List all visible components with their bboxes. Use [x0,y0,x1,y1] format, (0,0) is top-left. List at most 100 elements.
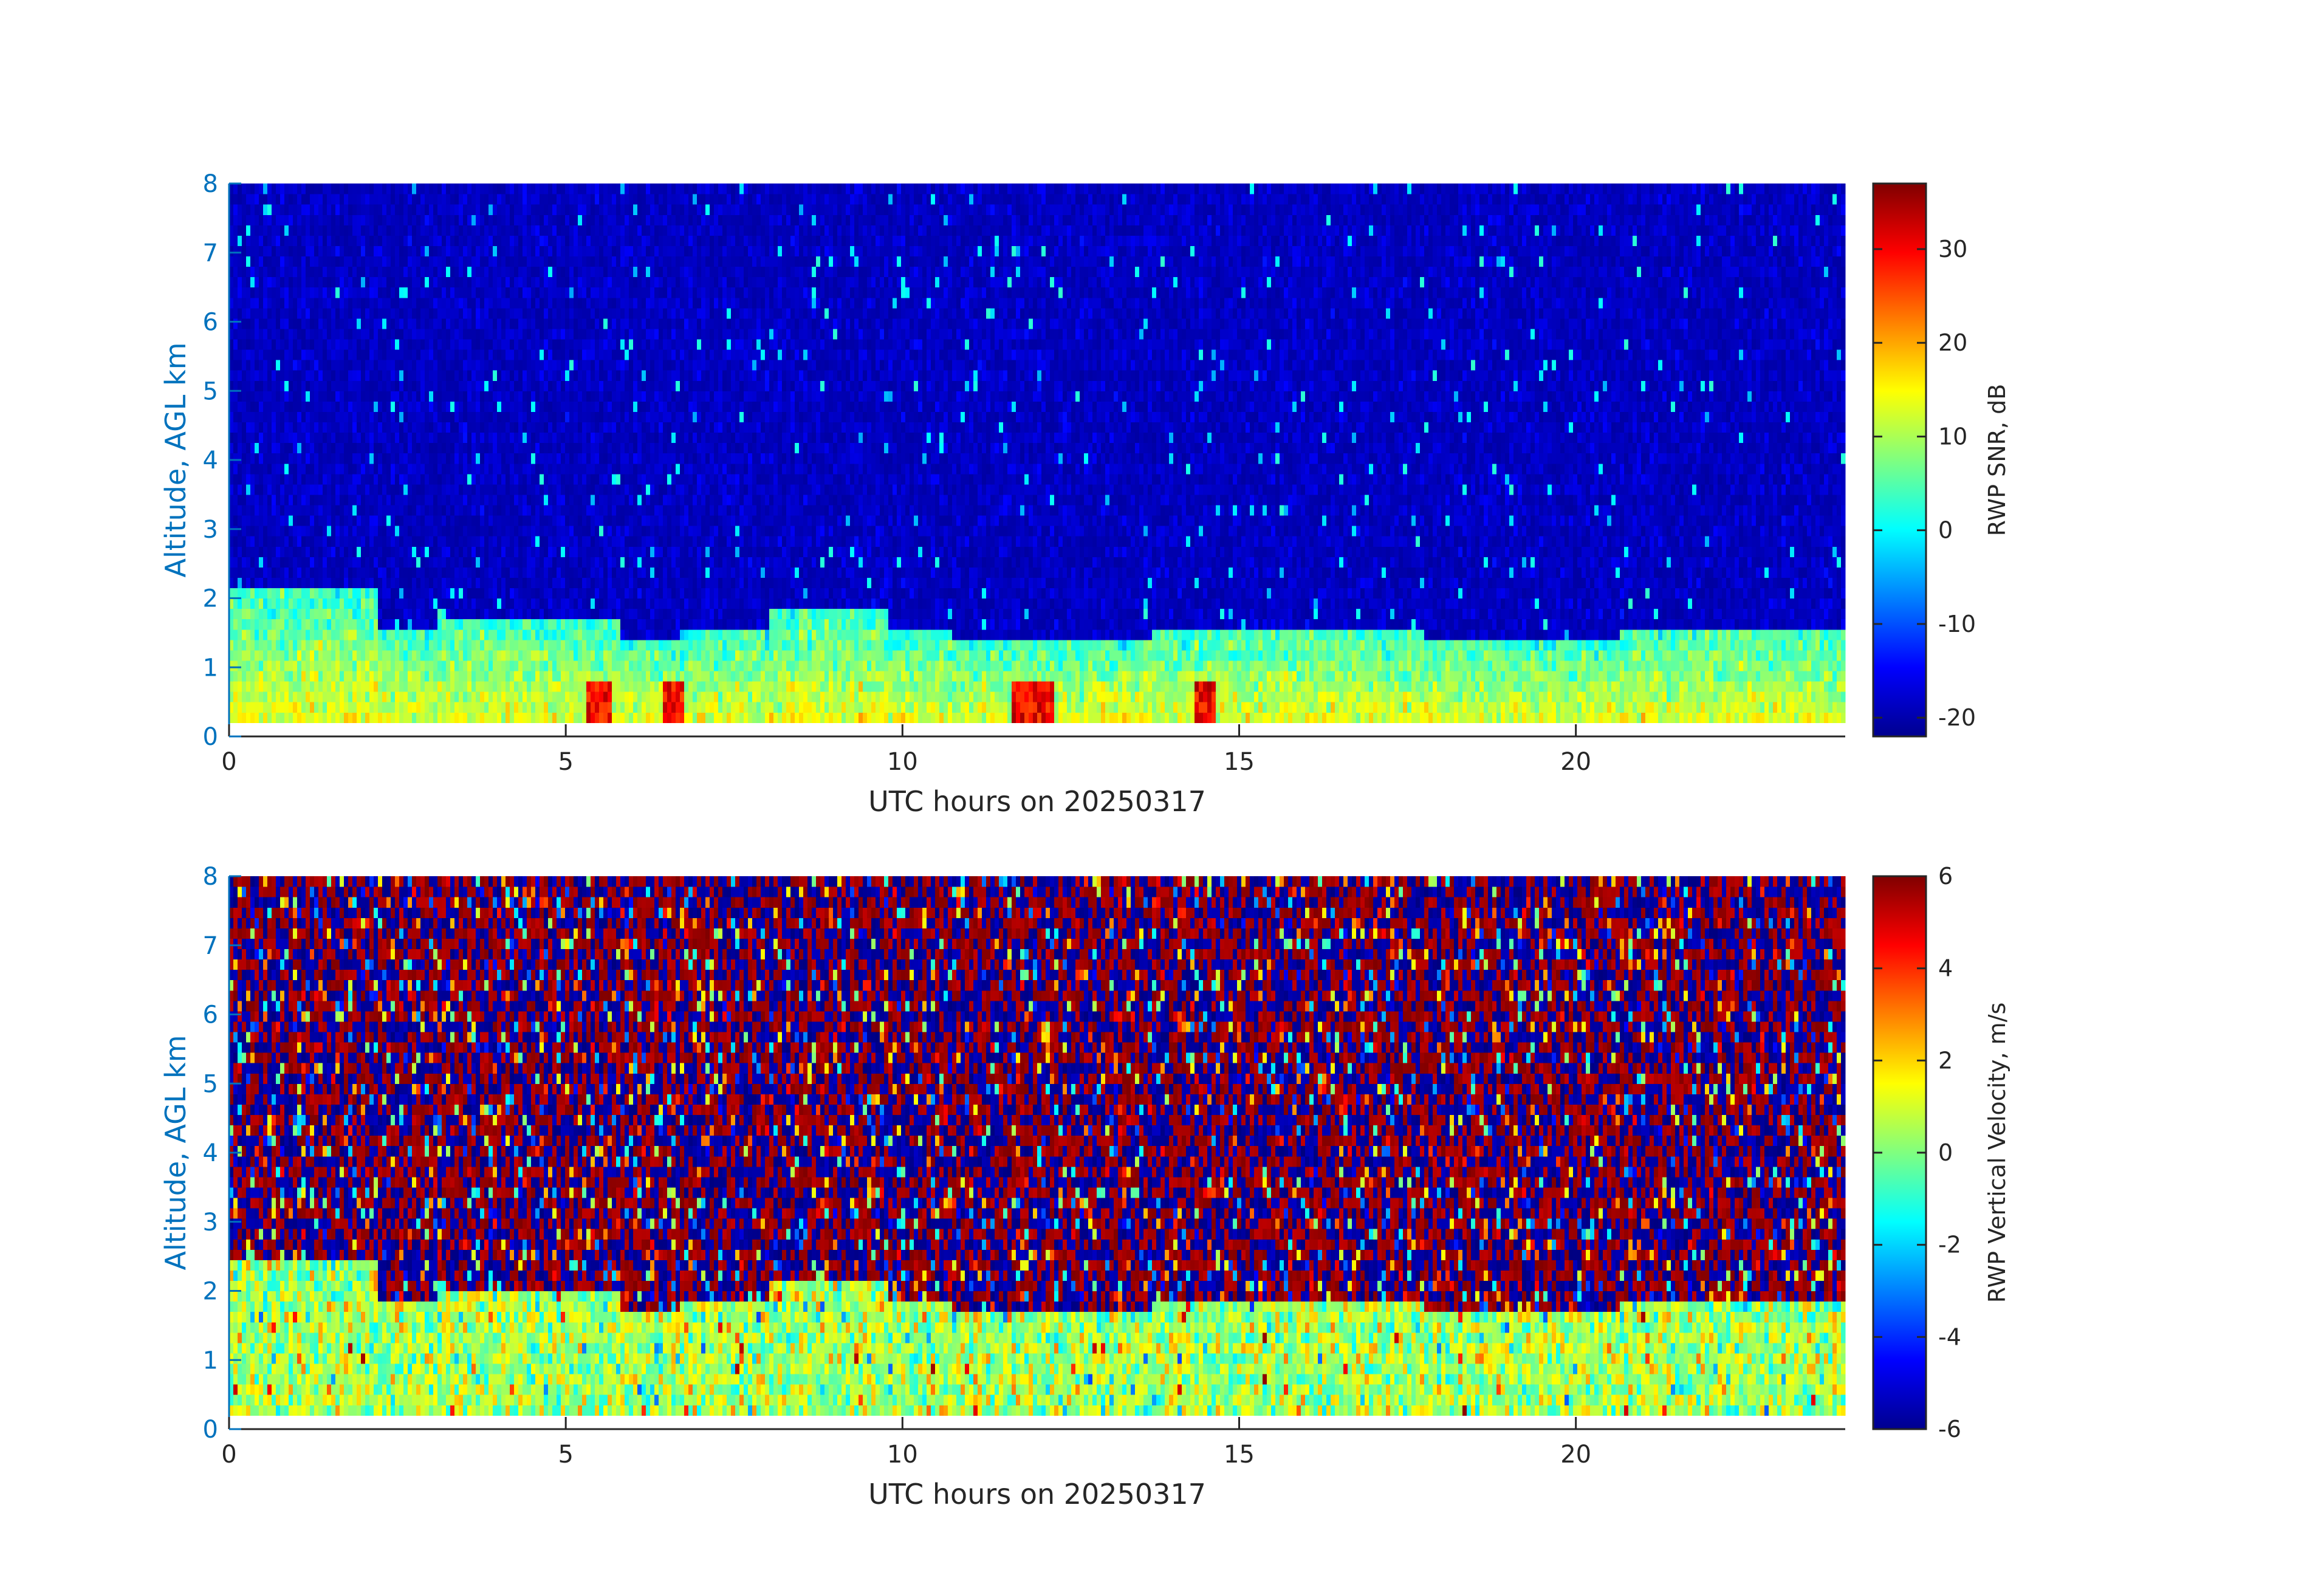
heatmap-cell [348,691,353,702]
heatmap-cell [344,505,349,516]
heatmap-cell [255,464,259,475]
heatmap-cell [289,370,293,381]
heatmap-cell [289,712,293,723]
heatmap-cell [233,360,238,371]
heatmap-cell [233,515,238,526]
heatmap-cell [242,235,247,246]
heatmap-cell [365,370,370,381]
heatmap-cell [289,380,293,391]
heatmap-cell [255,349,259,360]
heatmap-cell [340,391,344,402]
heatmap-cell [335,214,340,225]
heatmap-cell [255,411,259,422]
heatmap-cell [246,214,251,225]
heatmap-cell [314,495,319,506]
heatmap-cell [297,256,302,267]
heatmap-cell [242,256,247,267]
heatmap-cell [361,298,366,309]
heatmap-cell [327,277,332,288]
heatmap-cell [340,349,344,360]
heatmap-cell [263,660,268,671]
heatmap-cell [306,599,310,609]
heatmap-cell [357,214,362,225]
heatmap-cell [352,339,357,350]
heatmap-cell [272,557,276,568]
heatmap-cell [340,287,344,298]
heatmap-cell [310,245,315,256]
heatmap-cell [280,619,285,630]
heatmap-cell [357,557,362,568]
heatmap-cell [259,443,264,454]
heatmap-cell [323,557,327,568]
heatmap-cell [246,370,251,381]
heatmap-cell [297,443,302,454]
heatmap-cell [293,204,298,215]
heatmap-cell [263,277,268,288]
heatmap-cell [272,443,276,454]
heatmap-cell [369,557,374,568]
heatmap-cell [238,349,242,360]
heatmap-cell [314,422,319,433]
heatmap-cell [255,225,259,236]
heatmap-cell [233,671,238,682]
heatmap-cell [331,411,336,422]
heatmap-cell [310,557,315,568]
heatmap-cell [284,370,289,381]
heatmap-cell [357,235,362,246]
heatmap-cell [357,318,362,329]
heatmap-cell [310,691,315,702]
heatmap-cell [314,484,319,495]
heatmap-cell [250,422,255,433]
heatmap-cell [297,712,302,723]
heatmap-cell [255,329,259,340]
heatmap-cell [310,609,315,620]
heatmap-cell [306,702,310,713]
heatmap-cell [263,640,268,651]
heatmap-cell [246,671,251,682]
heatmap-cell [318,691,323,702]
heatmap-cell [293,546,298,557]
heatmap-cell [331,515,336,526]
heatmap-cell [297,214,302,225]
heatmap-cell [250,391,255,402]
heatmap-cell [365,298,370,309]
heatmap-cell [289,391,293,402]
heatmap-cell [297,380,302,391]
heatmap-cell [284,505,289,516]
heatmap-cell [246,495,251,506]
heatmap-cell [280,298,285,309]
heatmap-cell [272,287,276,298]
heatmap-cell [310,577,315,588]
heatmap-cell [246,691,251,702]
heatmap-cell [250,318,255,329]
heatmap-cell [289,464,293,475]
heatmap-cell [352,245,357,256]
heatmap-cell [344,225,349,236]
heatmap-cell [357,411,362,422]
heatmap-cell [310,214,315,225]
heatmap-cell [340,256,344,267]
heatmap-cell [323,515,327,526]
heatmap-cell [293,256,298,267]
heatmap-cell [374,691,379,702]
heatmap-cell [284,339,289,350]
heatmap-cell [293,401,298,412]
heatmap-cell [289,577,293,588]
heatmap-cell [272,640,276,651]
heatmap-cell [242,349,247,360]
heatmap-cell [276,515,281,526]
heatmap-cell [297,318,302,329]
heatmap-cell [250,267,255,278]
heatmap-cell [369,567,374,578]
heatmap-cell [306,567,310,578]
heatmap-cell [259,339,264,350]
heatmap-cell [323,349,327,360]
heatmap-cell [357,599,362,609]
heatmap-cell [365,557,370,568]
heatmap-cell [344,318,349,329]
heatmap-cell [284,702,289,713]
heatmap-cell [242,370,247,381]
heatmap-cell [340,329,344,340]
heatmap-cell [276,422,281,433]
heatmap-cell [331,401,336,412]
